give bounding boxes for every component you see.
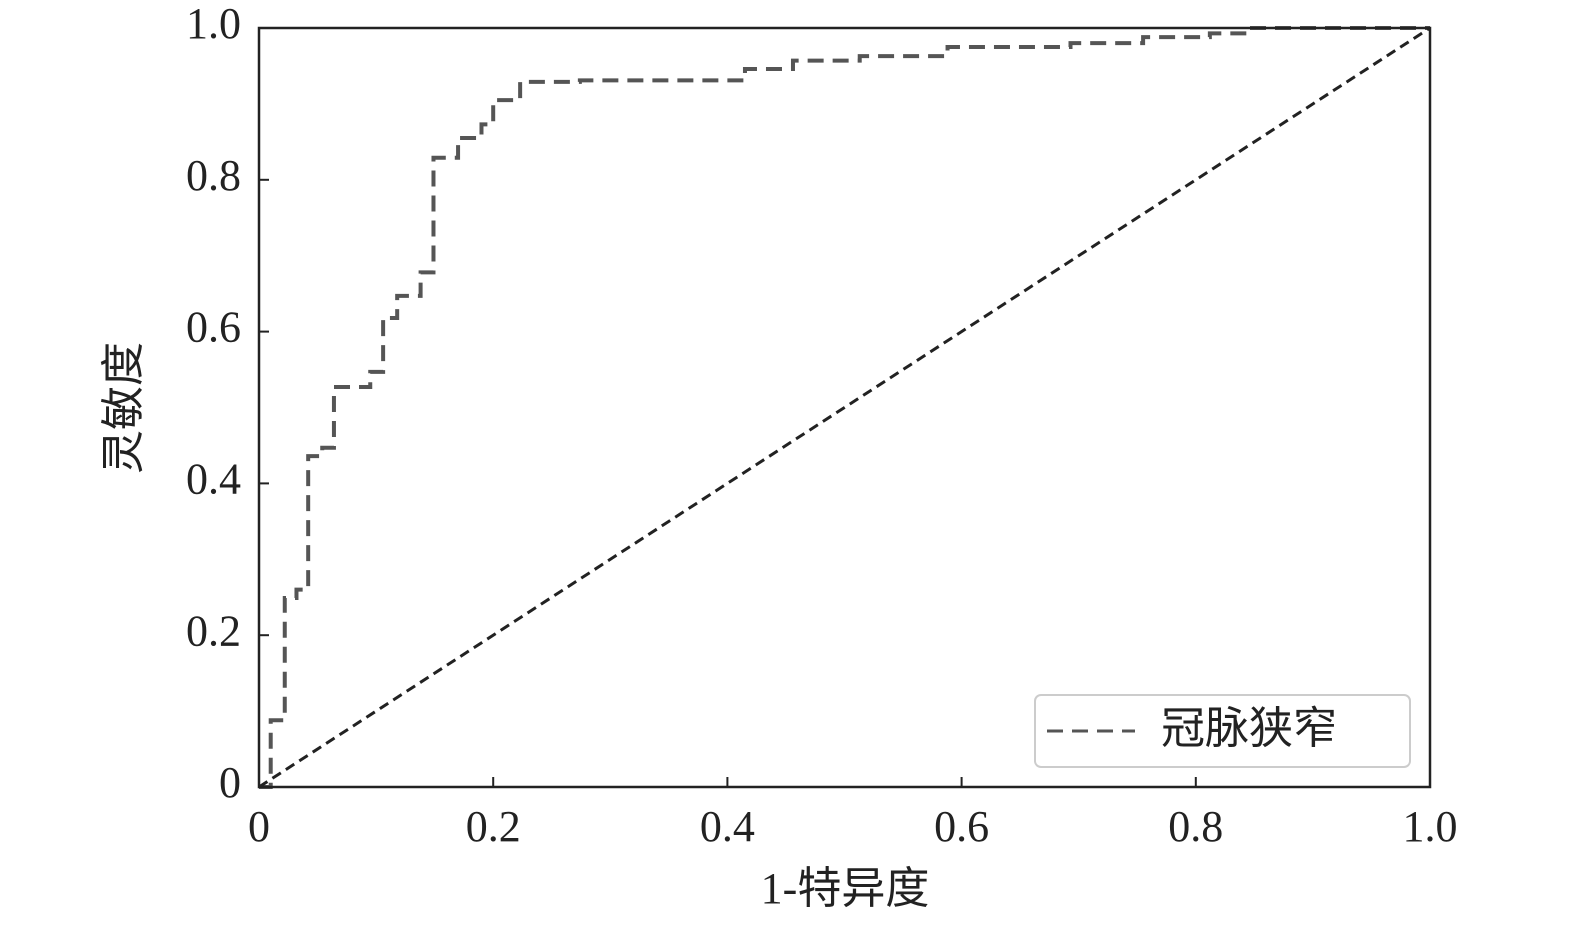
data-line <box>258 26 1431 789</box>
y-tick-label: 0 <box>219 758 241 807</box>
y-tick-label: 1.0 <box>186 0 241 48</box>
x-tick-label: 0.6 <box>934 802 989 851</box>
y-axis-label: 灵敏度 <box>99 342 148 474</box>
x-tick-label: 1.0 <box>1403 802 1458 851</box>
y-tick-label: 0.8 <box>186 151 241 200</box>
plot-frame <box>257 26 1432 789</box>
legend-label: 冠脉狭窄 <box>1161 704 1337 753</box>
x-tick-label: 0.8 <box>1168 802 1223 851</box>
x-tick-label: 0.4 <box>700 802 755 851</box>
legend-box <box>1034 694 1411 768</box>
x-tick-label: 0 <box>248 802 270 851</box>
data-line <box>259 26 1430 789</box>
x-tick-label: 0.2 <box>466 802 521 851</box>
y-tick-label: 0.2 <box>186 606 241 655</box>
x-axis-label: 1-特异度 <box>761 864 930 913</box>
y-tick-label: 0.4 <box>186 454 241 503</box>
y-tick-label: 0.6 <box>186 303 241 352</box>
